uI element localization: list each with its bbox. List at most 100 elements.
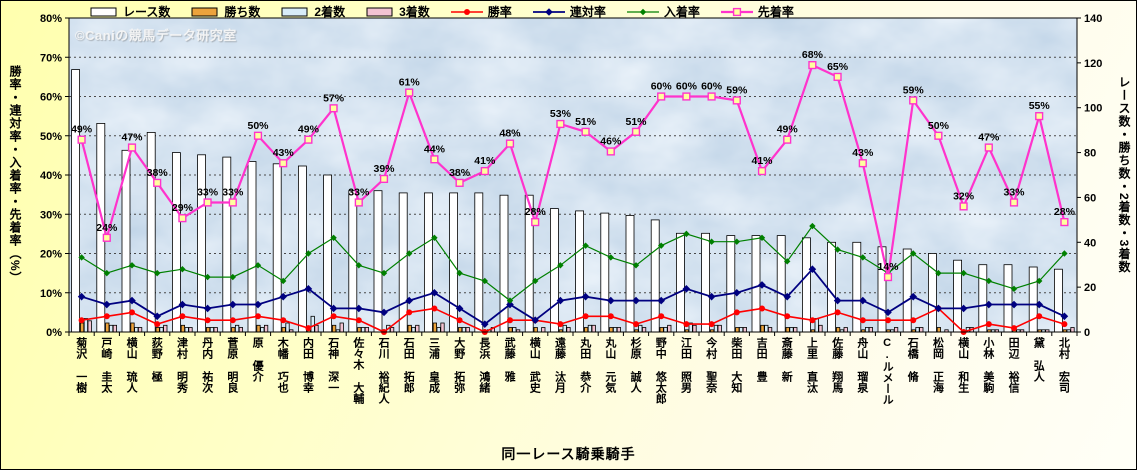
- x-axis-label: 大野 拓弥: [452, 337, 465, 393]
- x-axis-label: 黛 弘人: [1032, 337, 1045, 382]
- x-axis-label: 丸田 恭介: [578, 337, 591, 393]
- svg-text:80: 80: [1084, 148, 1096, 160]
- x-axis-label: 小林 美駒: [981, 337, 994, 393]
- svg-text:0: 0: [1084, 327, 1090, 339]
- x-axis-label: 今村 聖奈: [704, 337, 717, 393]
- svg-text:0%: 0%: [46, 327, 62, 339]
- svg-text:38%: 38%: [449, 167, 471, 179]
- x-axis-label: 菊沢 一樹: [74, 337, 87, 393]
- right-axis-title: レース数・勝ち数・2着数・3着数: [1117, 76, 1131, 274]
- x-axis-label: 松岡 正海: [931, 337, 944, 393]
- legend-label: 入着率: [663, 5, 700, 19]
- svg-text:57%: 57%: [323, 92, 345, 104]
- svg-text:49%: 49%: [777, 124, 799, 136]
- svg-text:60%: 60%: [701, 81, 723, 93]
- svg-text:50%: 50%: [928, 120, 950, 132]
- svg-text:43%: 43%: [273, 147, 295, 159]
- legend-swatch-icon: [720, 7, 753, 16]
- svg-text:59%: 59%: [903, 84, 925, 96]
- svg-text:53%: 53%: [550, 108, 572, 120]
- svg-text:60%: 60%: [651, 81, 673, 93]
- svg-text:32%: 32%: [953, 190, 975, 202]
- svg-text:30%: 30%: [40, 209, 62, 221]
- legend-label: 連対率: [569, 5, 606, 19]
- x-axis-label: 長浜 鴻緒: [477, 337, 490, 393]
- svg-text:39%: 39%: [373, 163, 395, 175]
- x-axis-label: 石田 拓郎: [402, 337, 415, 393]
- x-axis-label: 津村 明秀: [175, 337, 188, 393]
- legend-swatch-icon: [281, 7, 308, 16]
- svg-text:14%: 14%: [877, 261, 899, 273]
- x-axis-label: 丹内 祐次: [200, 337, 213, 393]
- x-axis-label: 武藤 雅: [503, 337, 516, 382]
- svg-text:43%: 43%: [852, 147, 874, 159]
- svg-text:120: 120: [1084, 58, 1102, 70]
- x-axis-label: 上里 直汰: [805, 337, 818, 393]
- x-axis-label: 佐藤 翔馬: [830, 337, 843, 393]
- x-axis-label: 佐々木 大輔: [351, 337, 364, 404]
- svg-text:59%: 59%: [726, 84, 748, 96]
- x-axis-label: 舟山 瑠泉: [855, 337, 868, 393]
- svg-text:20: 20: [1084, 282, 1096, 294]
- svg-text:41%: 41%: [474, 155, 496, 167]
- svg-text:33%: 33%: [348, 187, 370, 199]
- x-axis-label: 石神 深一: [326, 337, 339, 393]
- svg-text:20%: 20%: [40, 249, 62, 261]
- x-axis-label: 野中 悠太郎: [654, 337, 667, 404]
- x-axis-label: 江田 照男: [679, 337, 692, 393]
- svg-text:47%: 47%: [121, 132, 143, 144]
- svg-text:29%: 29%: [172, 202, 194, 214]
- x-axis-label: 原 優介: [251, 337, 264, 382]
- svg-text:65%: 65%: [827, 61, 849, 73]
- legend-label: 勝ち数: [224, 5, 261, 19]
- svg-text:51%: 51%: [625, 116, 647, 128]
- svg-text:40: 40: [1084, 237, 1096, 249]
- svg-text:140: 140: [1084, 13, 1102, 25]
- legend-label: 3着数: [399, 5, 430, 19]
- x-axis-labels: 菊沢 一樹 戸崎 圭太 横山 琉人 荻野 極津村 明秀 丹内 祐次 菅原 明良原 優介 木幡…: [1, 335, 1136, 439]
- svg-text:28%: 28%: [1054, 206, 1076, 218]
- x-axis-label: 荻野 極: [150, 337, 163, 382]
- legend-swatch-icon: [532, 7, 565, 16]
- legend-item: 勝率: [450, 3, 512, 20]
- legend-swatch-icon: [191, 7, 218, 16]
- svg-text:60%: 60%: [40, 92, 62, 104]
- x-axis-label: 柴田 大知: [729, 337, 742, 393]
- svg-text:49%: 49%: [71, 124, 93, 136]
- x-axis-label: 戸崎 圭太: [99, 337, 112, 393]
- svg-text:55%: 55%: [1029, 100, 1051, 112]
- x-axis-label: 内田 博幸: [301, 337, 314, 393]
- left-axis-title: 勝率・連対率・入着率・先着率（%）: [8, 65, 22, 285]
- legend-item: 先着率: [720, 3, 794, 20]
- x-axis-label: 横山 武史: [528, 337, 541, 393]
- watermark: ©Caniの競馬データ研究室: [75, 28, 237, 43]
- legend-swatch-icon: [366, 7, 393, 16]
- legend-label: 先着率: [757, 5, 794, 19]
- legend-label: 勝率: [487, 5, 512, 19]
- x-axis-label: 三浦 皇成: [427, 337, 440, 393]
- legend-label: 2着数: [314, 5, 346, 19]
- svg-text:46%: 46%: [600, 135, 622, 147]
- legend-item: 勝ち数: [190, 3, 260, 20]
- legend-swatch-icon: [450, 8, 483, 15]
- x-axis-label: 石川 裕紀人: [377, 337, 390, 404]
- svg-text:49%: 49%: [298, 124, 320, 136]
- svg-text:51%: 51%: [575, 116, 597, 128]
- legend-swatch-icon: [626, 8, 659, 15]
- svg-text:50%: 50%: [40, 131, 62, 143]
- legend-item: レース数: [89, 3, 170, 20]
- legend-label: レース数: [123, 5, 171, 19]
- svg-text:24%: 24%: [96, 222, 118, 234]
- legend-item: 連対率: [532, 3, 606, 20]
- svg-text:50%: 50%: [247, 120, 269, 132]
- legend-item: 3着数: [365, 3, 430, 20]
- legend-item: 入着率: [626, 3, 700, 20]
- svg-text:68%: 68%: [802, 49, 824, 61]
- x-axis-label: 杉原 誠人: [629, 337, 642, 393]
- svg-text:33%: 33%: [197, 187, 219, 199]
- svg-text:38%: 38%: [147, 167, 169, 179]
- svg-text:40%: 40%: [40, 170, 62, 182]
- svg-text:70%: 70%: [40, 52, 62, 64]
- x-axis-label: 横山 和生: [956, 337, 969, 393]
